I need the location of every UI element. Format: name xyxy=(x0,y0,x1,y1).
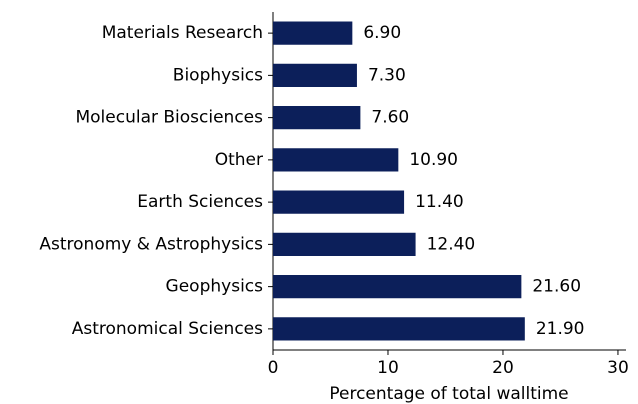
x-tick-label: 30 xyxy=(607,358,629,378)
y-tick-label: Materials Research xyxy=(102,23,263,43)
x-axis-label: Percentage of total walltime xyxy=(329,384,568,404)
value-label: 12.40 xyxy=(427,234,476,254)
bar xyxy=(273,106,361,130)
x-tick-label: 0 xyxy=(268,358,279,378)
y-tick-label: Molecular Biosciences xyxy=(75,108,263,128)
y-tick-label: Astronomy & Astrophysics xyxy=(39,234,263,254)
value-label: 7.30 xyxy=(368,65,406,85)
bar xyxy=(273,275,522,299)
value-label: 10.90 xyxy=(409,150,458,170)
bar xyxy=(273,317,525,341)
y-tick-label: Biophysics xyxy=(173,65,263,85)
bar xyxy=(273,190,405,214)
bar xyxy=(273,148,399,172)
value-label: 11.40 xyxy=(415,192,464,212)
value-label: 6.90 xyxy=(363,23,401,43)
x-tick-label: 10 xyxy=(377,358,399,378)
y-tick-label: Other xyxy=(215,150,263,170)
x-tick-label: 20 xyxy=(492,358,514,378)
bar xyxy=(273,63,357,87)
bar xyxy=(273,21,353,45)
value-label: 21.60 xyxy=(532,277,581,297)
y-tick-label: Astronomical Sciences xyxy=(72,319,263,339)
y-tick-label: Earth Sciences xyxy=(137,192,263,212)
value-label: 7.60 xyxy=(371,108,409,128)
bar xyxy=(273,232,416,256)
y-tick-label: Geophysics xyxy=(166,277,264,297)
value-label: 21.90 xyxy=(536,319,585,339)
